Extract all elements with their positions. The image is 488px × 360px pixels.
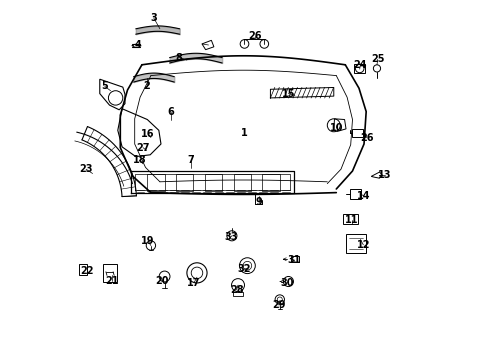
Bar: [233, 174, 250, 191]
Text: 27: 27: [136, 143, 149, 153]
Text: 29: 29: [272, 300, 285, 310]
Text: 9: 9: [255, 197, 262, 207]
Bar: [204, 174, 222, 191]
Text: 2: 2: [143, 81, 150, 91]
Text: 15: 15: [281, 89, 295, 99]
Text: 24: 24: [353, 60, 366, 70]
Text: 28: 28: [229, 285, 243, 295]
Text: 8: 8: [175, 53, 182, 63]
Text: 21: 21: [105, 276, 119, 286]
Text: 25: 25: [370, 54, 384, 64]
Text: 12: 12: [356, 240, 369, 250]
Text: 22: 22: [80, 266, 93, 276]
Text: 20: 20: [155, 276, 169, 286]
Text: 19: 19: [141, 236, 155, 246]
Text: 7: 7: [187, 155, 194, 165]
Text: 16: 16: [141, 129, 155, 139]
Text: 32: 32: [237, 264, 250, 274]
Text: 10: 10: [329, 123, 343, 133]
Text: 4: 4: [135, 40, 142, 50]
Text: 11: 11: [345, 215, 358, 225]
Text: 5: 5: [101, 81, 108, 91]
Bar: [176, 174, 193, 191]
Text: 23: 23: [79, 164, 93, 174]
Bar: [354, 64, 365, 73]
Bar: [103, 264, 117, 282]
Text: 18: 18: [132, 155, 146, 165]
Text: 26: 26: [247, 31, 261, 41]
Text: 26: 26: [360, 132, 373, 143]
Bar: [343, 214, 357, 224]
Text: 33: 33: [224, 232, 237, 242]
Bar: [147, 174, 164, 191]
Text: 3: 3: [150, 13, 157, 23]
Text: 30: 30: [280, 278, 293, 288]
Text: 6: 6: [167, 107, 174, 117]
Text: 13: 13: [377, 170, 391, 180]
Text: 17: 17: [187, 278, 201, 288]
Bar: [352, 129, 362, 137]
Bar: [79, 264, 87, 275]
Text: 31: 31: [287, 255, 300, 265]
Text: 14: 14: [357, 191, 370, 201]
Bar: [346, 234, 365, 253]
Bar: [262, 174, 279, 191]
Bar: [349, 189, 361, 199]
Text: 1: 1: [241, 128, 247, 138]
Bar: [291, 256, 299, 262]
